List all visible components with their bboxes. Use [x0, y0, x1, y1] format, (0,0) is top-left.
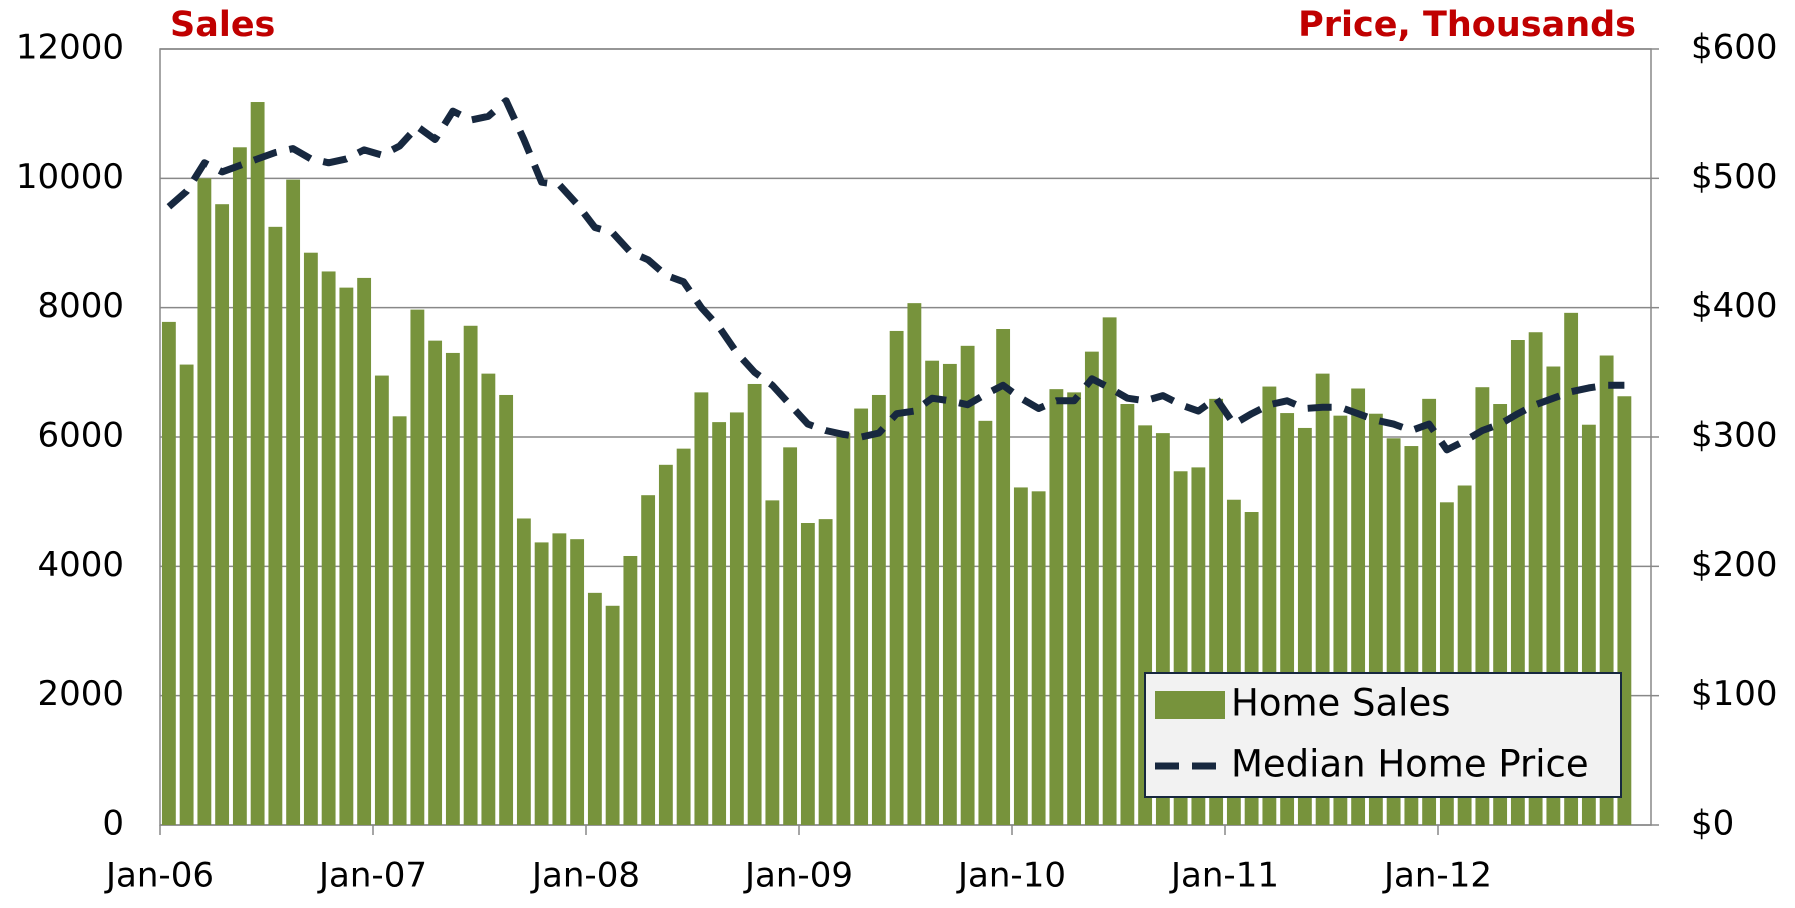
- x-tick-label: Jan-09: [743, 856, 853, 896]
- x-tick-label: Jan-07: [317, 856, 427, 896]
- bar: [818, 519, 833, 825]
- bar: [215, 204, 230, 825]
- bar: [339, 287, 354, 825]
- bar: [658, 464, 673, 825]
- bar: [463, 325, 478, 825]
- bar: [765, 500, 780, 825]
- bar: [871, 394, 886, 825]
- y-tick-label: 4000: [37, 545, 124, 585]
- bar: [552, 533, 567, 825]
- bar: [357, 277, 372, 825]
- bar: [516, 518, 531, 825]
- bar: [268, 226, 283, 826]
- y2-tick-label: $200: [1691, 545, 1778, 585]
- bar: [836, 433, 851, 825]
- bar: [481, 373, 496, 825]
- bar: [428, 340, 443, 825]
- y-tick-label: 6000: [37, 416, 124, 456]
- legend-swatch: [1155, 691, 1225, 719]
- y2-axis-title: Price, Thousands: [1298, 5, 1636, 45]
- bar: [1084, 351, 1099, 825]
- price-line: [166, 97, 1625, 454]
- y-tick-label: 0: [102, 804, 124, 844]
- y-axis-title: Sales: [170, 5, 275, 45]
- x-tick-label: Jan-06: [104, 856, 214, 896]
- y-tick-label: 12000: [16, 28, 124, 68]
- bar: [197, 178, 212, 826]
- y-tick-label: 10000: [16, 157, 124, 197]
- bar: [729, 412, 744, 825]
- bar: [321, 271, 336, 825]
- bar: [854, 408, 869, 825]
- bar: [942, 363, 957, 825]
- bar: [641, 495, 656, 825]
- bar: [694, 392, 709, 825]
- bar: [1067, 392, 1082, 825]
- bar: [907, 303, 922, 825]
- legend-label: Median Home Price: [1231, 743, 1589, 786]
- y2-tick-label: $500: [1691, 157, 1778, 197]
- bar: [676, 448, 691, 825]
- legend-label: Home Sales: [1231, 682, 1451, 725]
- bar: [1049, 389, 1064, 825]
- y2-tick-label: $400: [1691, 286, 1778, 326]
- y2-tick-label: $100: [1691, 674, 1778, 714]
- y-tick-label: 2000: [37, 674, 124, 714]
- bar: [410, 309, 425, 825]
- bar: [1120, 404, 1135, 825]
- bar: [747, 383, 762, 825]
- bar: [587, 592, 602, 825]
- bar: [534, 542, 549, 825]
- bar: [605, 605, 620, 825]
- y-tick-label: 8000: [37, 286, 124, 326]
- bar: [570, 539, 585, 825]
- y2-tick-label: $300: [1691, 416, 1778, 456]
- bar: [179, 364, 194, 825]
- bar: [286, 179, 301, 826]
- x-tick-label: Jan-12: [1382, 856, 1492, 896]
- bar: [392, 416, 407, 825]
- bar: [960, 345, 975, 825]
- bar: [800, 523, 815, 825]
- bar: [250, 102, 265, 825]
- bar: [303, 252, 318, 825]
- y2-tick-label: $0: [1691, 804, 1734, 844]
- bar: [161, 321, 176, 825]
- bar: [889, 330, 904, 825]
- bar: [1102, 317, 1117, 825]
- x-tick-label: Jan-11: [1169, 856, 1279, 896]
- bar: [499, 394, 514, 825]
- bar: [232, 147, 247, 825]
- bar: [996, 329, 1011, 825]
- y2-tick-label: $600: [1691, 28, 1778, 68]
- bar: [623, 555, 638, 825]
- x-tick-label: Jan-08: [530, 856, 640, 896]
- bar: [712, 422, 727, 825]
- bar: [374, 375, 389, 825]
- bar: [783, 447, 798, 825]
- bar: [925, 360, 940, 825]
- bar: [1031, 491, 1046, 825]
- bar: [445, 352, 460, 825]
- bar: [978, 420, 993, 825]
- bar: [1013, 487, 1028, 825]
- x-tick-label: Jan-10: [956, 856, 1066, 896]
